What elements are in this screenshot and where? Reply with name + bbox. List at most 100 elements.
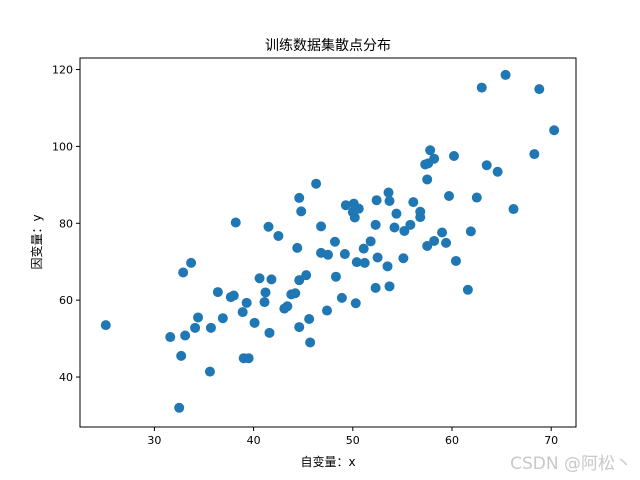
x-tick-label: 70 (544, 434, 558, 447)
data-point (237, 307, 248, 318)
y-tick-label: 80 (59, 217, 73, 230)
data-point (415, 206, 426, 217)
data-point (448, 151, 459, 162)
data-point (372, 252, 383, 263)
data-point (259, 297, 270, 308)
watermark-text: CSDN @阿松丶 (510, 454, 632, 474)
data-point (444, 190, 455, 201)
data-point (212, 287, 223, 298)
data-point (492, 166, 503, 177)
data-point (178, 267, 189, 278)
data-point (260, 287, 271, 298)
data-point (264, 327, 275, 338)
data-point (339, 249, 350, 260)
data-point (529, 149, 540, 160)
data-point (383, 187, 394, 198)
data-point (205, 322, 216, 333)
data-point (190, 322, 201, 333)
data-point (384, 195, 395, 206)
data-point (350, 298, 361, 309)
data-point (450, 255, 461, 266)
data-point (465, 226, 476, 237)
data-point (243, 353, 254, 364)
data-point (384, 281, 395, 292)
data-point (294, 192, 305, 203)
data-point (391, 208, 402, 219)
data-point (481, 160, 492, 171)
data-point (330, 271, 341, 282)
data-point (399, 225, 410, 236)
data-point (441, 237, 452, 248)
data-point (500, 69, 511, 80)
y-tick-label: 40 (59, 371, 73, 384)
data-point (549, 125, 560, 136)
data-point (351, 257, 362, 268)
data-point (437, 227, 448, 238)
data-point (316, 221, 327, 232)
data-point (322, 305, 333, 316)
x-tick-label: 30 (147, 434, 161, 447)
data-point (100, 320, 111, 331)
data-point (294, 275, 305, 286)
data-point (408, 197, 419, 208)
data-point (176, 350, 187, 361)
data-point (217, 313, 228, 324)
data-point (329, 236, 340, 247)
data-point (230, 217, 241, 228)
data-point (305, 337, 316, 348)
data-point (365, 236, 376, 247)
data-point (180, 330, 191, 341)
data-point (323, 249, 333, 260)
data-point (304, 313, 315, 324)
x-tick-label: 50 (346, 434, 360, 447)
y-axis-label: 因变量：y (29, 214, 44, 269)
data-point (296, 206, 307, 217)
data-point (370, 219, 381, 230)
data-point (336, 292, 347, 303)
x-axis-ticks: 30 40 50 60 70 (147, 427, 558, 447)
data-point (263, 221, 274, 232)
data-points (100, 69, 560, 413)
data-point (294, 322, 305, 333)
data-point (405, 219, 416, 230)
y-tick-label: 100 (52, 140, 73, 153)
data-point (359, 257, 370, 268)
data-point (174, 402, 185, 413)
data-point (534, 84, 545, 95)
data-point (370, 282, 381, 293)
data-point (301, 270, 312, 281)
data-point (340, 200, 351, 211)
data-point (462, 284, 473, 295)
data-point (471, 192, 482, 203)
data-point (241, 297, 252, 308)
data-point (422, 174, 433, 185)
data-point (476, 82, 487, 93)
data-point (292, 242, 303, 253)
data-point (429, 153, 440, 164)
data-point (422, 240, 433, 251)
data-point (382, 261, 393, 272)
x-axis-label: 自变量：x (300, 454, 355, 469)
chart-title: 训练数据集散点分布 (265, 37, 391, 54)
data-point (371, 195, 382, 206)
data-point (193, 312, 204, 323)
data-point (389, 222, 400, 233)
plot-area-frame (79, 57, 577, 428)
data-point (353, 203, 364, 214)
data-point (186, 257, 197, 268)
data-point (249, 317, 260, 328)
x-tick-label: 40 (247, 434, 261, 447)
data-point (266, 274, 277, 285)
data-point (204, 366, 215, 377)
data-point (282, 301, 293, 312)
data-point (254, 273, 265, 284)
data-point (228, 290, 239, 301)
y-tick-label: 60 (59, 294, 73, 307)
data-point (508, 204, 519, 215)
y-tick-label: 120 (52, 64, 73, 77)
y-axis-ticks: 40 60 80 100 120 (52, 64, 80, 384)
data-point (311, 178, 322, 189)
data-point (165, 332, 176, 343)
data-point (349, 212, 360, 223)
